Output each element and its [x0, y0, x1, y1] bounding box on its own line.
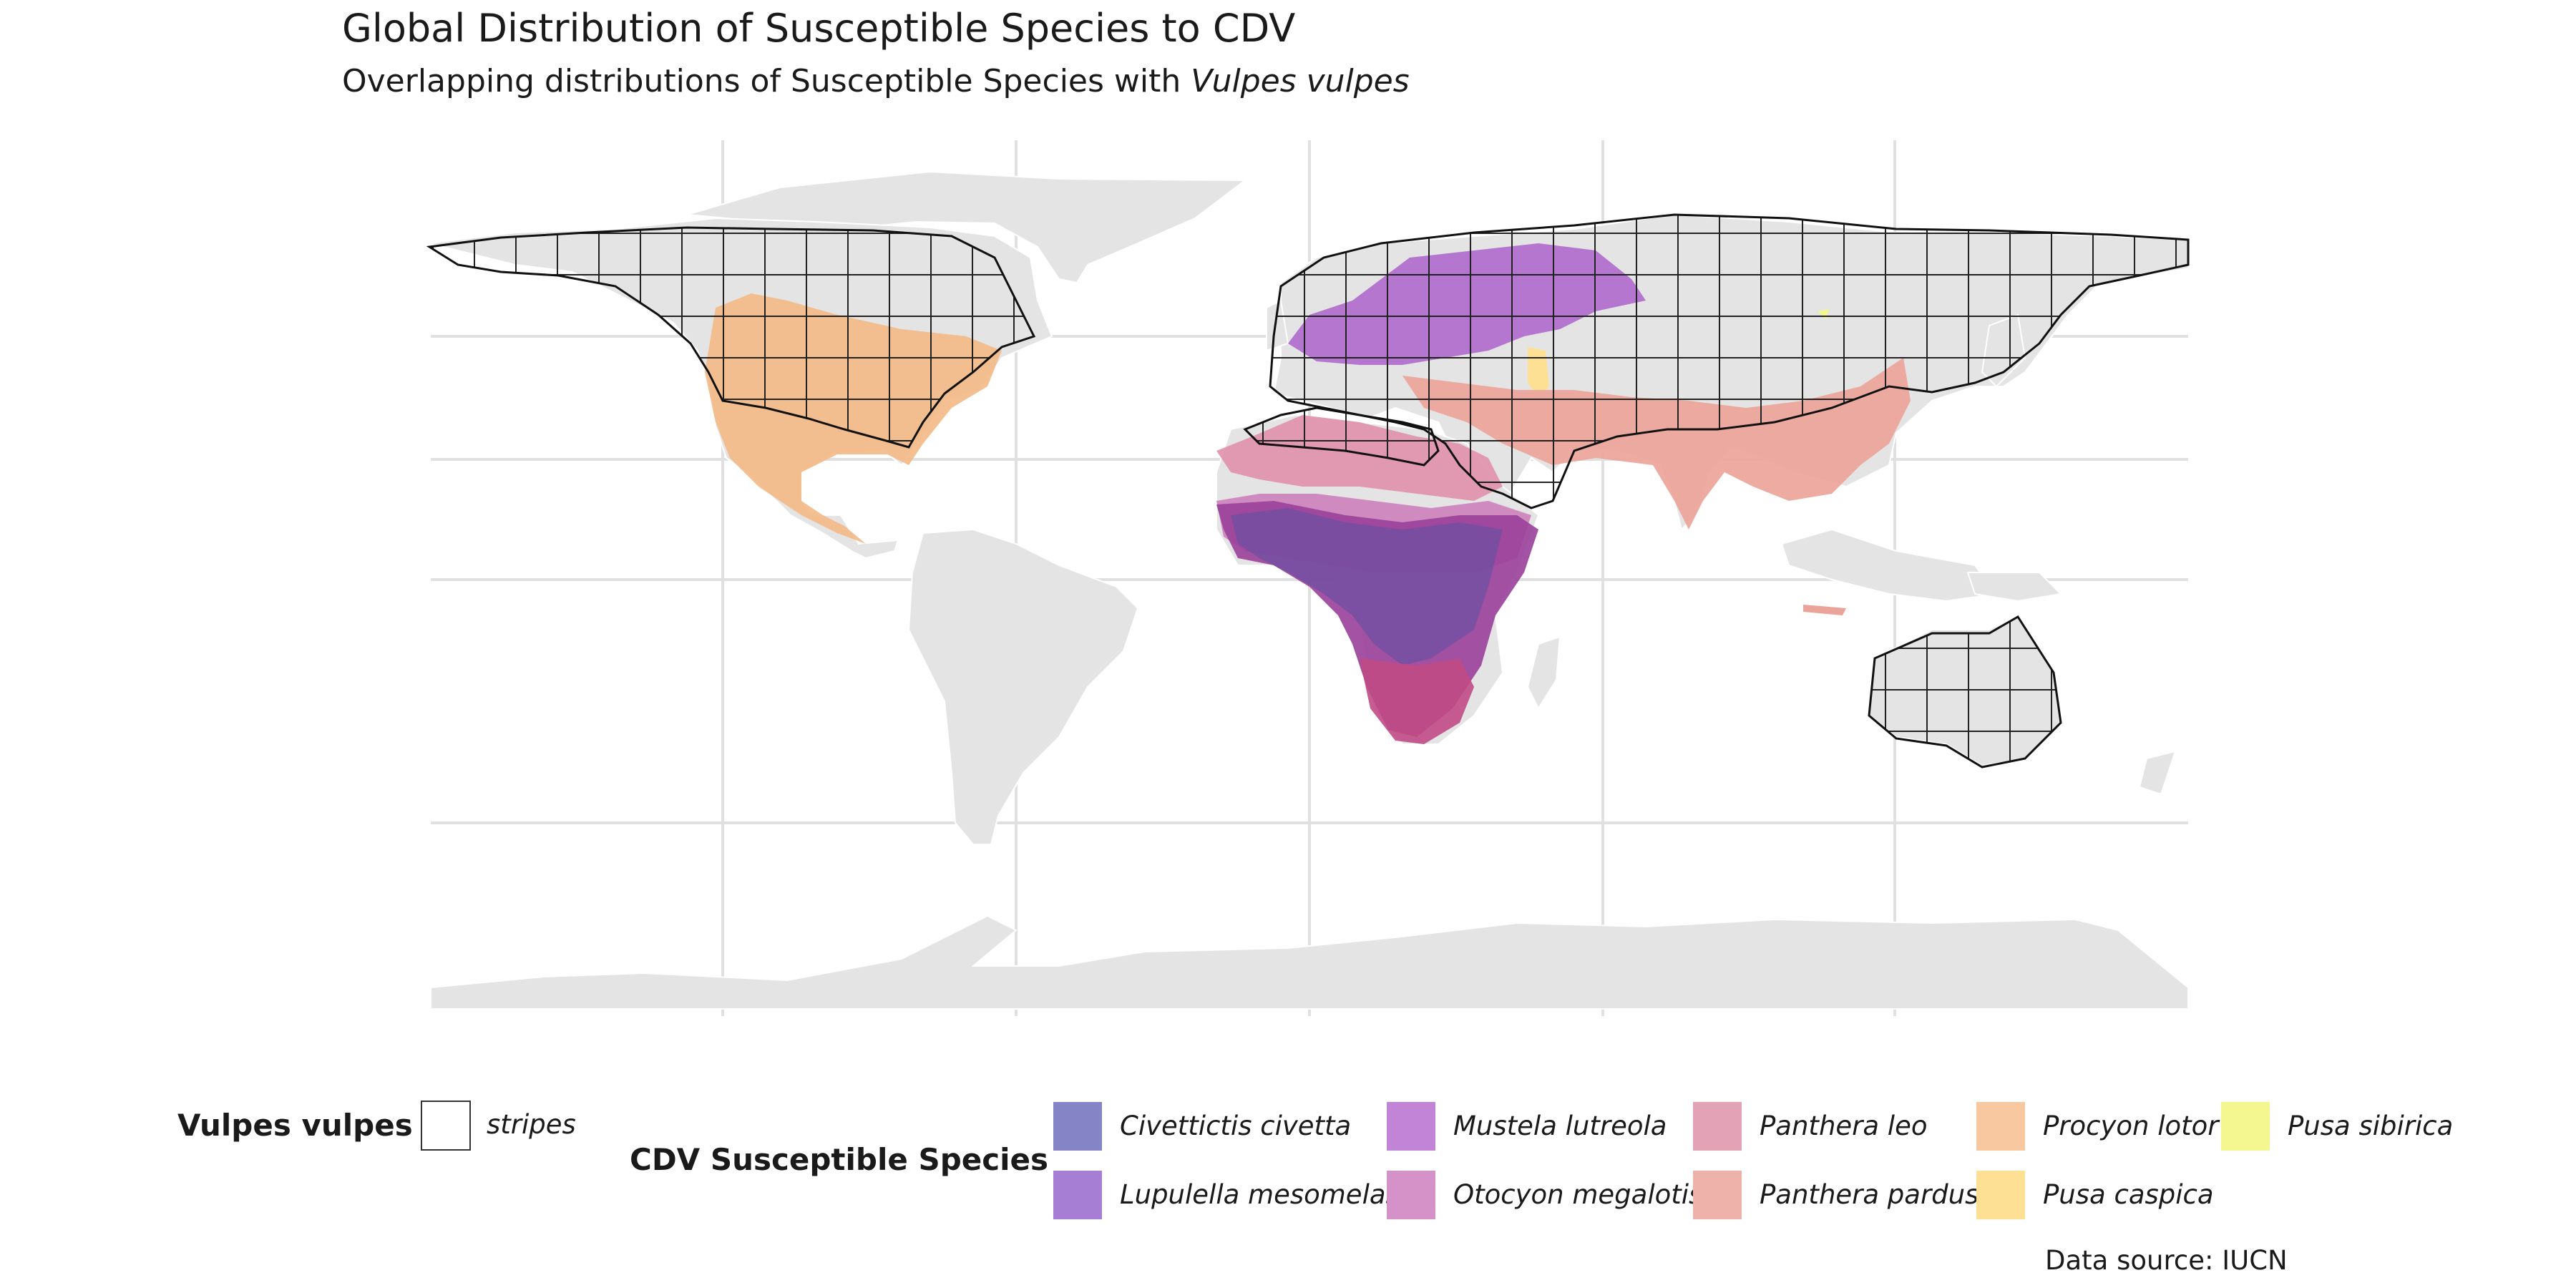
vulpes-legend-key — [421, 1101, 471, 1151]
vulpes-legend-title: Vulpes vulpes — [177, 1108, 413, 1143]
map-title: Global Distribution of Susceptible Speci… — [342, 6, 1296, 51]
legend-label-procyon-lotor: Procyon lotor — [2043, 1111, 2219, 1141]
subtitle-species: Vulpes vulpes — [1191, 63, 1410, 99]
vulpes-vulpes-ranges — [426, 213, 2190, 769]
land-new-zealand — [2138, 750, 2177, 796]
map-subtitle: Overlapping distributions of Susceptible… — [342, 63, 1410, 99]
legend-label-pusa-caspica: Pusa caspica — [2043, 1179, 2214, 1210]
legend-swatch-mustela-lutreola — [1387, 1102, 1435, 1151]
land-south-america — [907, 528, 1139, 845]
vulpes-legend-label: stripes — [487, 1109, 576, 1140]
legend-label-otocyon-megalotis: Otocyon megalotis — [1453, 1179, 1703, 1210]
vulpes-range-eurasia — [1269, 213, 2190, 509]
range-civettictis-civetta — [1231, 508, 1503, 665]
range-panthera-pardus-sumatra — [1803, 605, 1846, 615]
species-legend-title: CDV Susceptible Species — [630, 1142, 1049, 1177]
vulpes-range-australia — [1868, 615, 2062, 769]
land-southeast-asia — [1780, 528, 1998, 602]
legend-label-mustela-lutreola: Mustela lutreola — [1453, 1111, 1667, 1141]
legend-swatch-panthera-pardus — [1693, 1171, 1742, 1219]
world-map — [426, 140, 2190, 1016]
legend-swatch-pusa-caspica — [1976, 1171, 2025, 1219]
vulpes-range-north-america — [426, 226, 1036, 449]
land-madagascar — [1526, 635, 1561, 711]
legend-swatch-otocyon-megalotis — [1387, 1171, 1435, 1219]
vulpes-range-north-africa — [1243, 406, 1440, 467]
land-greenland — [686, 170, 1247, 284]
legend-swatch-lupulella-mesomelas — [1053, 1171, 1102, 1219]
land-antarctica — [430, 914, 2189, 1010]
legend-label-civettictis-civetta: Civettictis civetta — [1120, 1111, 1352, 1141]
legend-label-lupulella-mesomelas: Lupulella mesomelas — [1120, 1179, 1400, 1210]
legend-swatch-procyon-lotor — [1976, 1102, 2025, 1151]
legend-swatch-panthera-leo — [1693, 1102, 1742, 1151]
legend-swatch-pusa-sibirica — [2221, 1102, 2270, 1151]
legend-swatch-civettictis-civetta — [1053, 1102, 1102, 1151]
land-new-guinea — [1966, 572, 2063, 602]
subtitle-prefix: Overlapping distributions of Susceptible… — [342, 63, 1191, 99]
range-south-africa-mix — [1360, 658, 1474, 744]
legend-label-panthera-pardus: Panthera pardus — [1760, 1179, 1979, 1210]
legend-label-panthera-leo: Panthera leo — [1760, 1111, 1928, 1141]
data-source-caption: Data source: IUCN — [2045, 1245, 2288, 1276]
legend-label-pusa-sibirica: Pusa sibirica — [2288, 1111, 2454, 1141]
